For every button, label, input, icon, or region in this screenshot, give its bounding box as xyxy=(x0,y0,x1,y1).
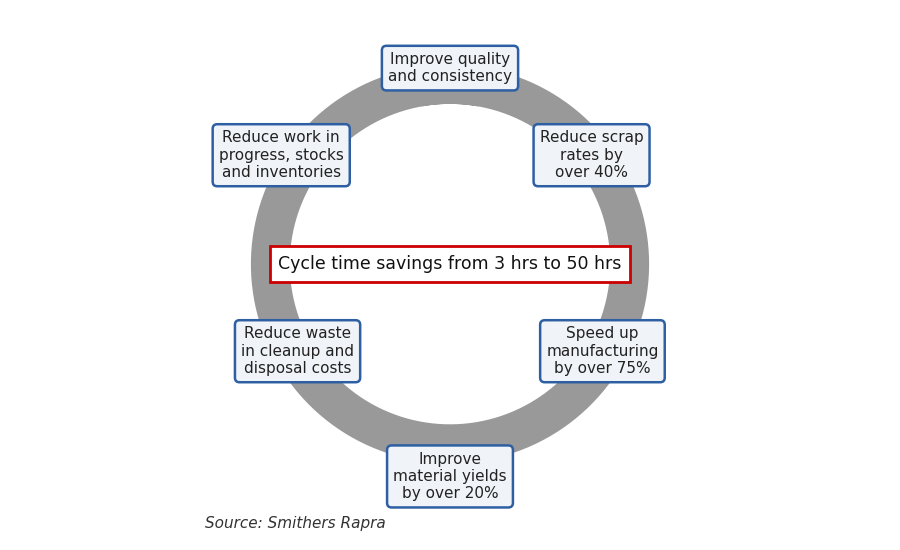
Polygon shape xyxy=(480,77,505,97)
Text: Source: Smithers Rapra: Source: Smithers Rapra xyxy=(205,516,386,531)
Text: Speed up
manufacturing
by over 75%: Speed up manufacturing by over 75% xyxy=(546,326,659,376)
Text: Cycle time savings from 3 hrs to 50 hrs: Cycle time savings from 3 hrs to 50 hrs xyxy=(278,255,622,273)
Text: Reduce scrap
rates by
over 40%: Reduce scrap rates by over 40% xyxy=(540,130,644,180)
Text: Improve
material yields
by over 20%: Improve material yields by over 20% xyxy=(393,452,507,502)
Text: Reduce waste
in cleanup and
disposal costs: Reduce waste in cleanup and disposal cos… xyxy=(241,326,354,376)
Text: Improve quality
and consistency: Improve quality and consistency xyxy=(388,52,512,84)
Text: Reduce work in
progress, stocks
and inventories: Reduce work in progress, stocks and inve… xyxy=(219,130,344,180)
